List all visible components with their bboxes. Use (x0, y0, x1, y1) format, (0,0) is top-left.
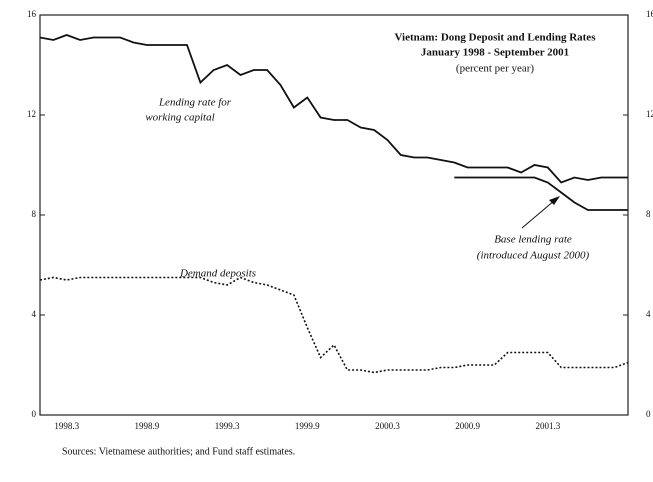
y2-tick-label: 0 (646, 409, 651, 419)
line-series (454, 176, 628, 211)
plot-frame (39, 14, 629, 416)
annotation: Demand deposits (179, 268, 256, 280)
annotation: (introduced August 2000) (477, 250, 590, 262)
x-tick-label: 2000.3 (375, 421, 400, 431)
chart-subtitle: January 1998 - September 2001 (421, 47, 569, 59)
chart-title: Vietnam: Dong Deposit and Lending Rates (395, 32, 597, 44)
annotation: Lending rate for (158, 97, 232, 109)
chart-units: (percent per year) (456, 63, 535, 75)
x-tick-label: 2001.3 (535, 421, 560, 431)
x-tick-label: 1998.9 (135, 421, 160, 431)
x-tick-label: 1998.3 (54, 421, 79, 431)
y2-tick-label: 16 (646, 9, 653, 19)
line-series (39, 276, 629, 374)
y2-tick-label: 8 (646, 209, 651, 219)
arrow-head (549, 196, 560, 205)
source-note: Sources: Vietnamese authorities; and Fun… (62, 446, 295, 457)
x-tick-label: 1999.9 (295, 421, 320, 431)
y-tick-label: 12 (27, 109, 36, 119)
y2-tick-label: 4 (646, 309, 651, 319)
y-tick-label: 4 (32, 309, 37, 319)
x-tick-label: 2000.9 (455, 421, 480, 431)
annotation: working capital (145, 112, 214, 124)
line-series (39, 34, 628, 184)
y-tick-label: 8 (32, 209, 37, 219)
annotation-arrow (521, 199, 556, 229)
y-tick-label: 16 (27, 9, 37, 19)
y2-tick-label: 12 (646, 109, 653, 119)
annotation: Base lending rate (494, 234, 572, 246)
y-tick-label: 0 (32, 409, 37, 419)
x-tick-label: 1999.3 (215, 421, 240, 431)
